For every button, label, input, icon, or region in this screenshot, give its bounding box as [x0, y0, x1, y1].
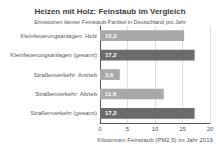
svg-text:3,6: 3,6 [105, 72, 114, 78]
svg-text:Straßenverkehr: Abrieb: Straßenverkehr: Abrieb [35, 91, 97, 97]
svg-text:Kilotonnen Feinstaub (PM2,5) i: Kilotonnen Feinstaub (PM2,5) im Jahr 201… [97, 137, 213, 143]
svg-text:20: 20 [207, 126, 214, 132]
svg-text:11,6: 11,6 [105, 91, 117, 97]
svg-text:Emissionen kleiner Feinstaub-P: Emissionen kleiner Feinstaub-Partikel in… [34, 19, 186, 25]
svg-text:15: 15 [179, 126, 186, 132]
svg-text:15,3: 15,3 [105, 33, 117, 39]
svg-text:0: 0 [98, 126, 102, 132]
svg-text:17,2: 17,2 [105, 52, 117, 58]
svg-text:Straßenverkehr (gesamt): Straßenverkehr (gesamt) [30, 110, 97, 116]
svg-text:5: 5 [126, 126, 130, 132]
svg-text:Kleinfeuerungsanlagen (gesamt): Kleinfeuerungsanlagen (gesamt) [10, 52, 97, 58]
svg-text:17,2: 17,2 [105, 110, 117, 116]
svg-text:10: 10 [152, 126, 159, 132]
svg-text:Kleinfeuerungsanlagen: Holz: Kleinfeuerungsanlagen: Holz [20, 33, 97, 39]
svg-text:Heizen mit Holz: Feinstaub im: Heizen mit Holz: Feinstaub im Vergleich [34, 7, 185, 16]
svg-text:Straßenverkehr: Antrieb: Straßenverkehr: Antrieb [34, 72, 98, 78]
